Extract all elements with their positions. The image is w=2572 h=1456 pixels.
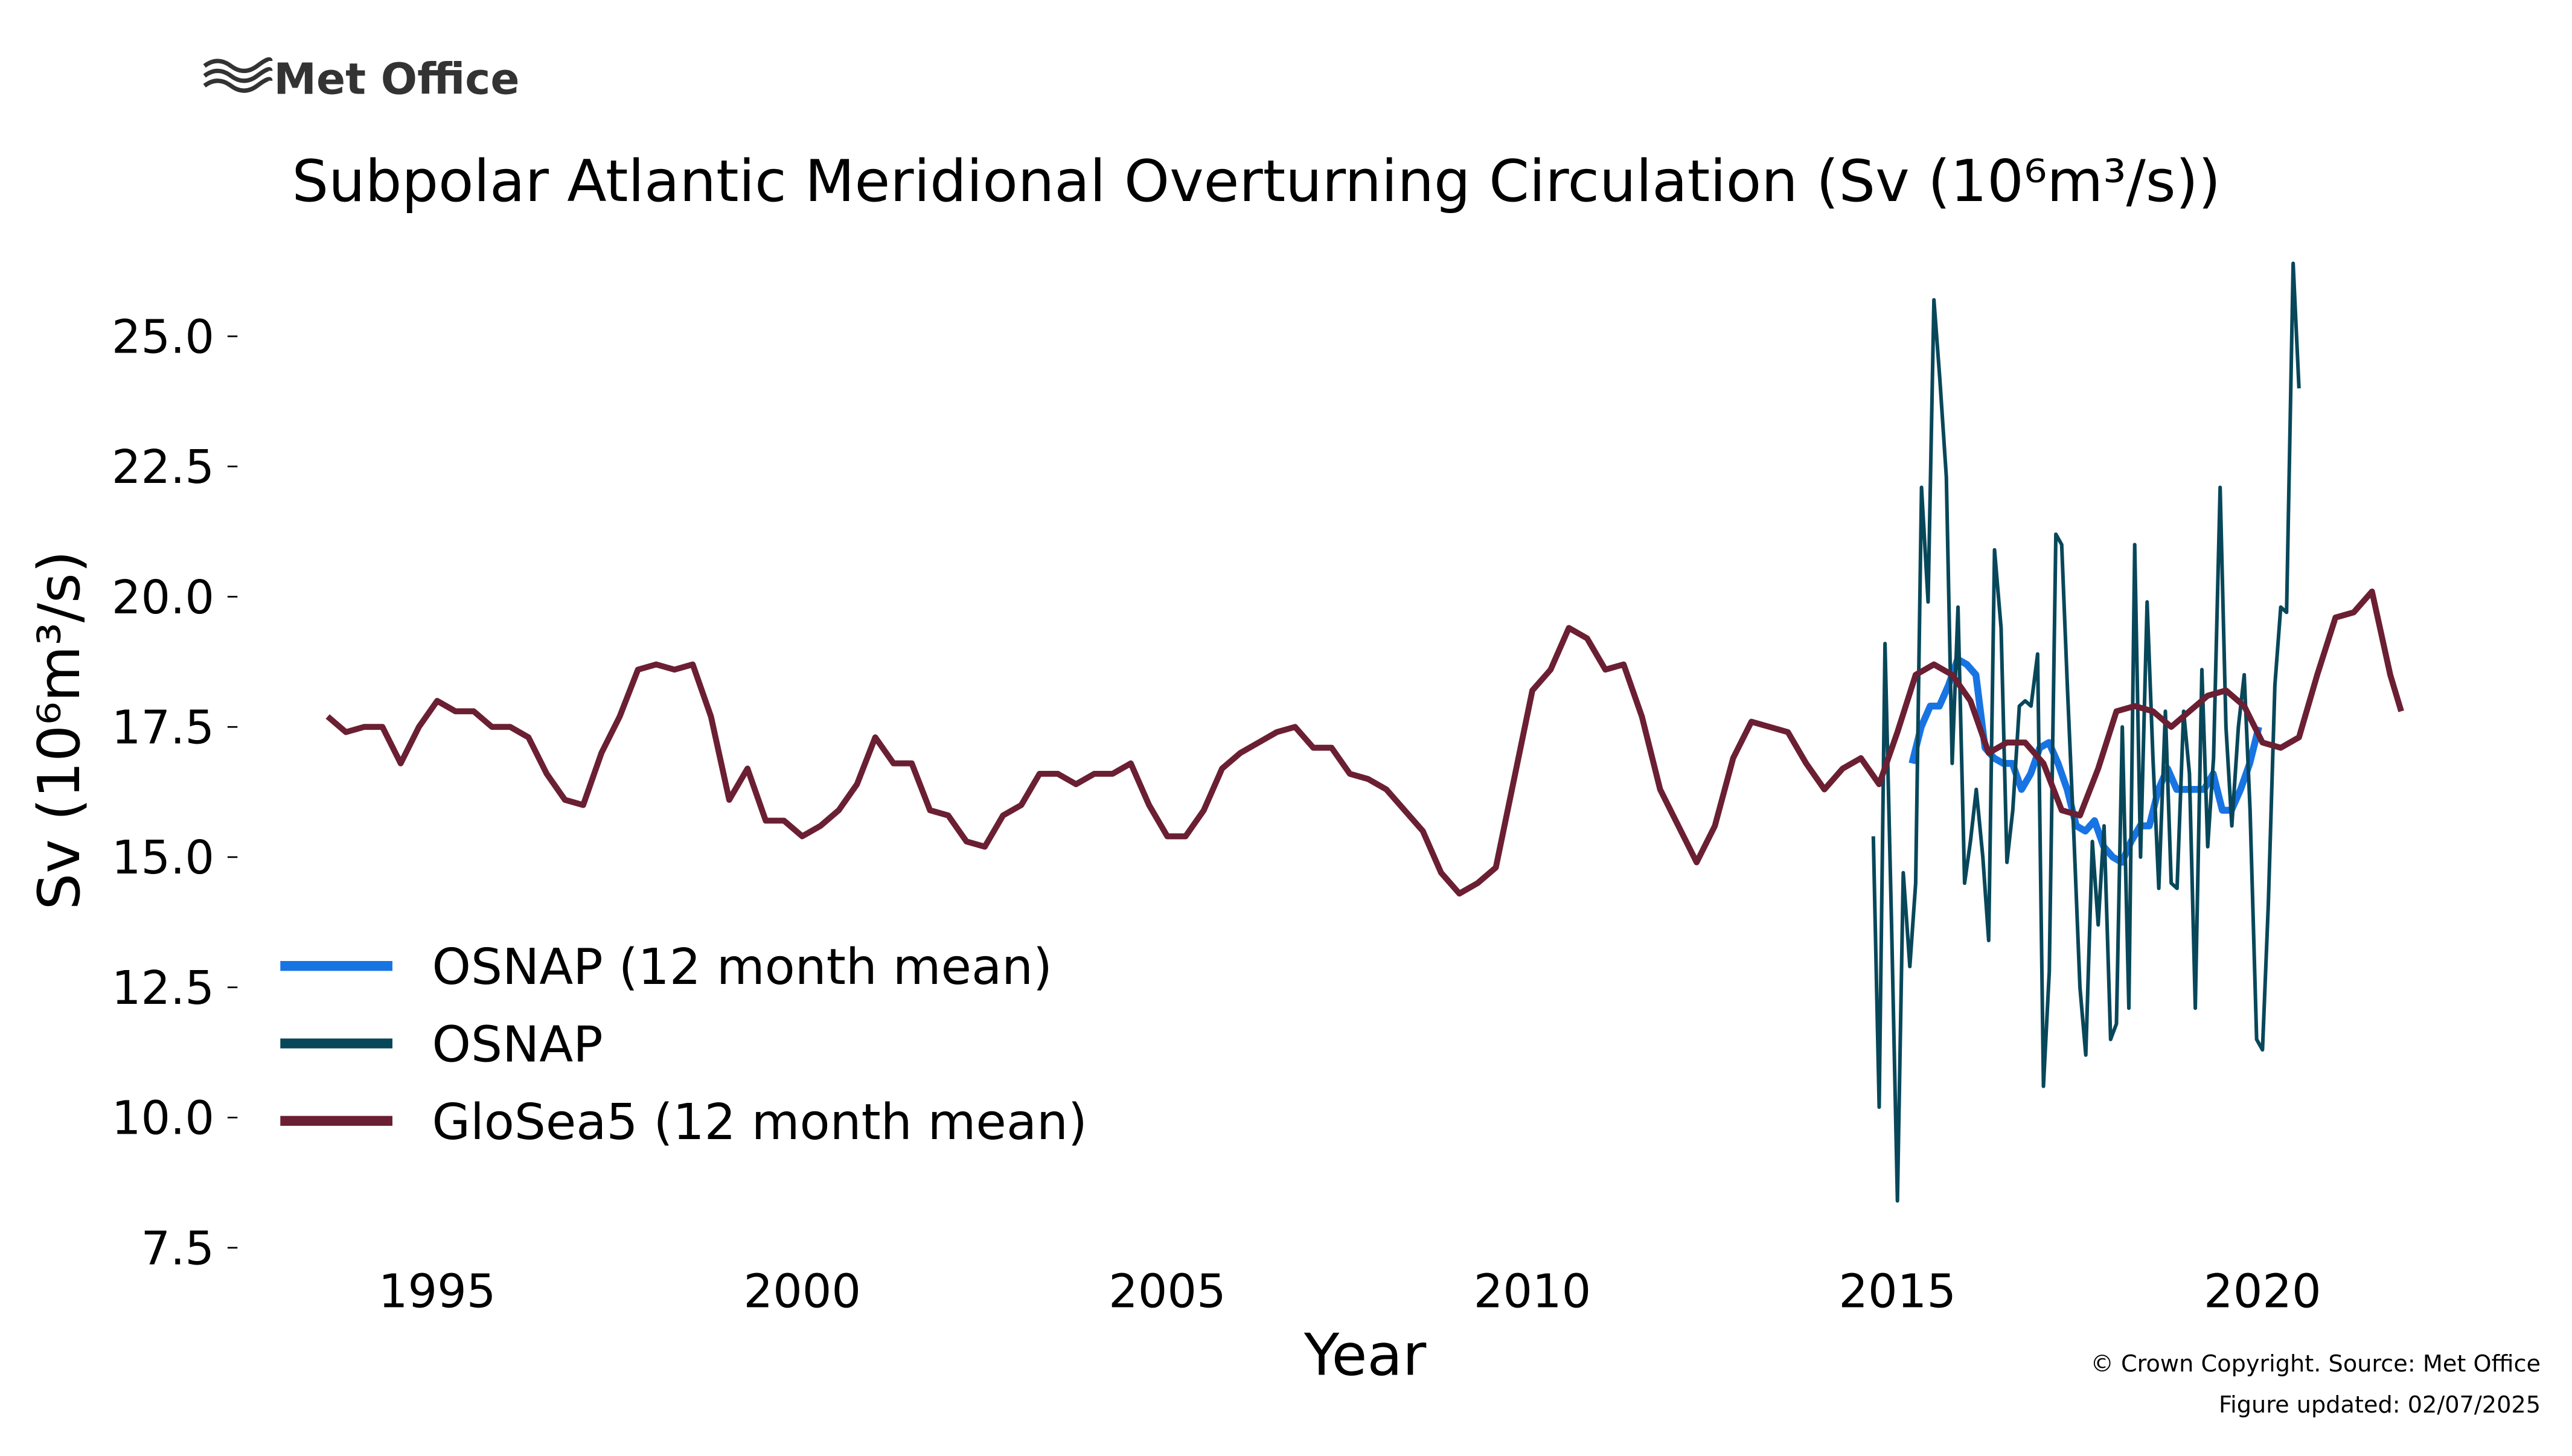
y-tick-label: 25.0 <box>112 310 214 364</box>
footer-updated: Figure updated: 02/07/2025 <box>2219 1392 2541 1419</box>
x-tick-label: 2000 <box>743 1265 861 1318</box>
logo-icon <box>203 57 273 93</box>
x-tick-label: 2020 <box>2204 1265 2321 1318</box>
y-tick-label: 15.0 <box>112 831 214 885</box>
series-line <box>325 588 2404 897</box>
series-line <box>1871 261 2301 1203</box>
legend-label: GloSea5 (12 month mean) <box>432 1094 1087 1151</box>
x-tick-label: 2015 <box>1838 1265 1956 1318</box>
y-tick-label: 22.5 <box>112 441 214 494</box>
x-tick-label: 2005 <box>1108 1265 1226 1318</box>
y-axis-label: Sv (10⁶m³/s) <box>25 551 93 910</box>
y-tick-label: 10.0 <box>112 1092 214 1146</box>
y-tick-label: 20.0 <box>112 571 214 625</box>
chart-title: Subpolar Atlantic Meridional Overturning… <box>292 147 2221 215</box>
logo-text: Met Office <box>274 54 519 104</box>
footer-copyright: © Crown Copyright. Source: Met Office <box>2091 1351 2541 1378</box>
y-tick-label: 7.5 <box>141 1222 215 1276</box>
legend-label: OSNAP <box>432 1017 603 1074</box>
legend-label: OSNAP (12 month mean) <box>432 939 1053 996</box>
x-tick-label: 2010 <box>1474 1265 1592 1318</box>
y-tick-label: 17.5 <box>112 701 214 755</box>
x-axis-label: Year <box>1304 1321 1427 1388</box>
y-tick-label: 12.5 <box>112 962 214 1015</box>
x-tick-label: 1995 <box>379 1265 496 1318</box>
